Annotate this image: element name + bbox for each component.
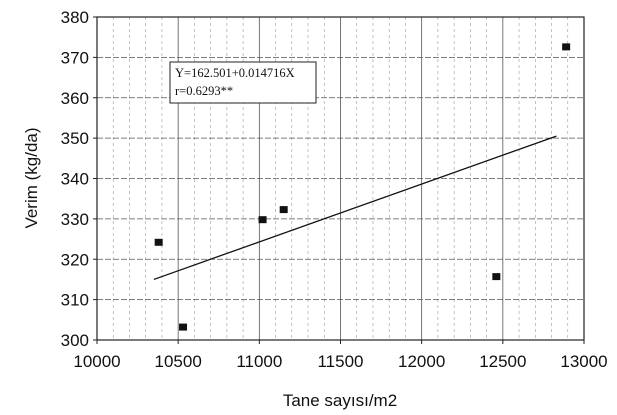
equation-box: Y=162.501+0.014716X r=0.6293** xyxy=(169,61,317,104)
y-tick-label: 350 xyxy=(61,129,89,148)
data-point xyxy=(492,273,501,281)
y-tick-label: 340 xyxy=(61,170,89,189)
data-point xyxy=(179,323,188,331)
x-tick-label: 12500 xyxy=(479,352,526,371)
y-tick-label: 370 xyxy=(61,48,89,67)
correlation-text: r=0.6293** xyxy=(175,84,233,98)
y-tick-label: 380 xyxy=(61,8,89,27)
x-tick-label: 11000 xyxy=(236,352,282,371)
y-tick-label: 320 xyxy=(61,250,89,269)
y-tick-label: 300 xyxy=(61,331,89,350)
trend-line xyxy=(153,135,557,281)
data-point xyxy=(258,216,267,224)
y-axis-title: Verim (kg/da) xyxy=(22,127,41,228)
y-axis-ticks: 300 310 320 330 340 350 360 370 380 xyxy=(61,8,97,350)
x-tick-label: 13000 xyxy=(560,352,607,371)
data-points xyxy=(154,43,571,331)
y-tick-label: 330 xyxy=(61,210,89,229)
x-tick-label: 11500 xyxy=(317,352,363,371)
x-tick-label: 10000 xyxy=(73,352,120,371)
major-gridlines xyxy=(97,17,584,340)
data-point xyxy=(562,43,571,51)
x-axis-title: Tane sayısı/m2 xyxy=(283,391,397,410)
x-tick-label: 10500 xyxy=(155,352,202,371)
equation-text: Y=162.501+0.014716X xyxy=(175,66,295,80)
x-axis-ticks: 10000 10500 11000 11500 12000 12500 13000 xyxy=(73,340,608,371)
data-point xyxy=(279,206,288,214)
y-tick-label: 360 xyxy=(61,89,89,108)
x-tick-label: 12000 xyxy=(398,352,445,371)
data-point xyxy=(154,238,163,246)
y-tick-label: 310 xyxy=(61,291,89,310)
